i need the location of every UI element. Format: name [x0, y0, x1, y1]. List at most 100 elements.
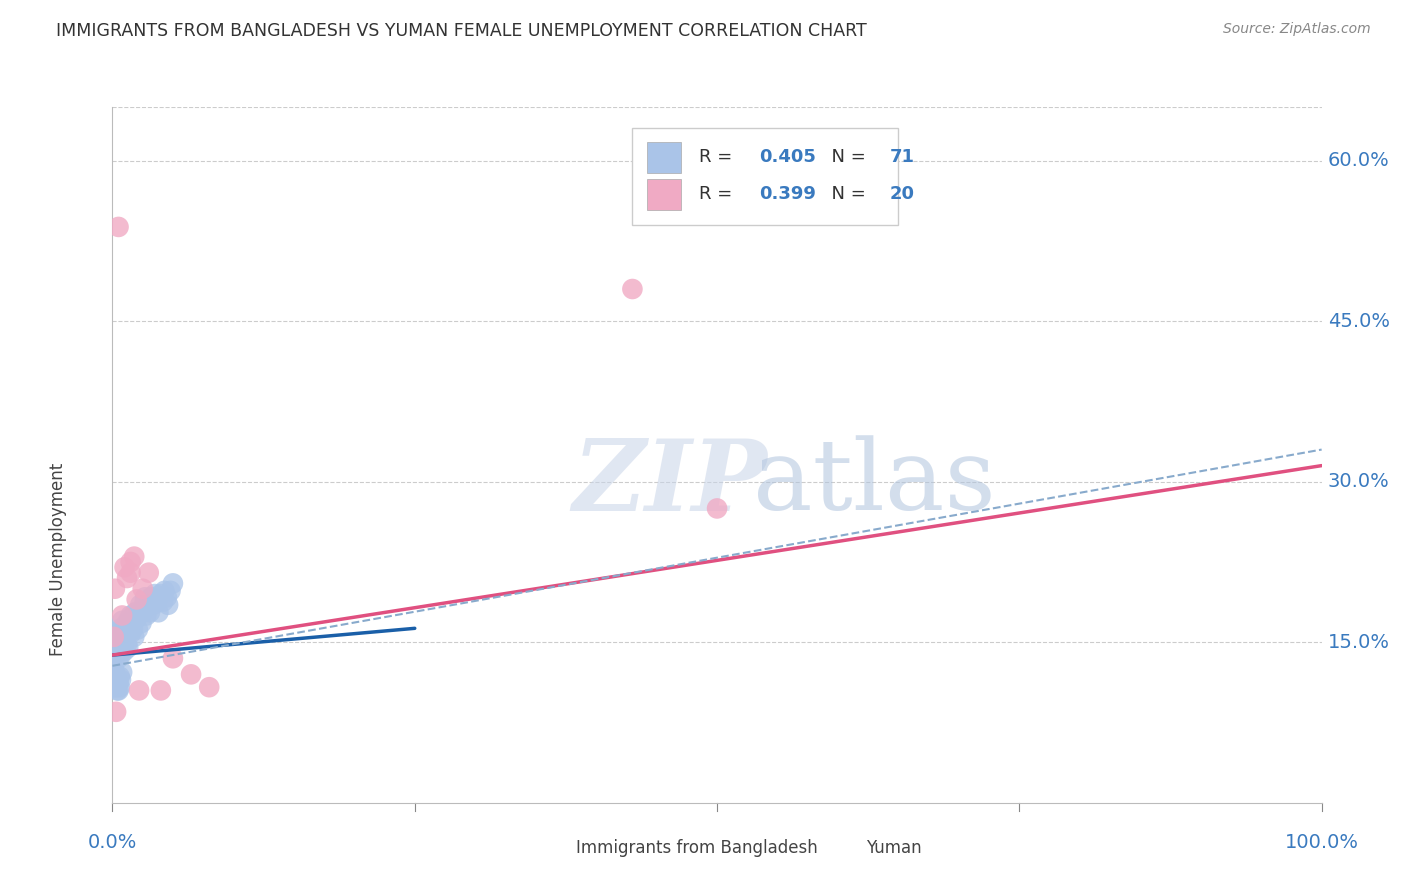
Point — [138, 566, 160, 580]
Text: 15.0%: 15.0% — [1327, 632, 1389, 652]
Point — [131, 615, 153, 630]
Point — [114, 630, 136, 644]
Point — [141, 591, 163, 605]
Point — [152, 594, 174, 608]
Text: 0.399: 0.399 — [759, 186, 817, 203]
Point — [117, 626, 139, 640]
Point — [115, 615, 138, 630]
Point — [107, 651, 129, 665]
Point — [105, 673, 128, 687]
Text: IMMIGRANTS FROM BANGLADESH VS YUMAN FEMALE UNEMPLOYMENT CORRELATION CHART: IMMIGRANTS FROM BANGLADESH VS YUMAN FEMA… — [56, 22, 868, 40]
Point — [142, 598, 165, 612]
Point — [105, 705, 128, 719]
Text: 71: 71 — [890, 148, 915, 167]
Point — [157, 598, 180, 612]
Text: 0.405: 0.405 — [759, 148, 817, 167]
Point — [114, 560, 136, 574]
Point — [180, 667, 202, 681]
Point — [110, 621, 132, 635]
Point — [162, 651, 184, 665]
FancyBboxPatch shape — [647, 142, 681, 173]
Point — [121, 615, 143, 630]
Point — [124, 605, 146, 619]
Point — [111, 630, 134, 644]
Point — [149, 587, 172, 601]
Point — [108, 669, 131, 683]
Point — [128, 683, 150, 698]
Point — [706, 501, 728, 516]
Point — [103, 669, 125, 683]
Point — [138, 598, 160, 612]
Point — [104, 676, 127, 690]
Point — [108, 644, 131, 658]
Point — [118, 612, 141, 626]
Point — [107, 219, 129, 234]
Point — [156, 591, 179, 605]
Point — [104, 665, 127, 680]
Point — [107, 683, 129, 698]
Point — [104, 635, 127, 649]
Point — [159, 583, 181, 598]
Point — [132, 605, 155, 619]
Text: Yuman: Yuman — [866, 839, 921, 857]
Point — [128, 605, 150, 619]
Point — [114, 632, 136, 646]
Point — [111, 614, 134, 628]
Point — [149, 683, 172, 698]
Point — [105, 640, 128, 655]
Point — [122, 549, 145, 564]
Point — [111, 665, 134, 680]
Text: Immigrants from Bangladesh: Immigrants from Bangladesh — [575, 839, 817, 857]
Point — [120, 566, 142, 580]
Point — [115, 571, 138, 585]
Point — [110, 648, 132, 662]
Point — [162, 576, 184, 591]
Point — [107, 676, 129, 690]
Text: 30.0%: 30.0% — [1327, 472, 1389, 491]
Point — [125, 612, 148, 626]
Text: Source: ZipAtlas.com: Source: ZipAtlas.com — [1223, 22, 1371, 37]
Point — [115, 637, 138, 651]
Point — [198, 680, 221, 694]
Text: atlas: atlas — [754, 435, 995, 531]
FancyBboxPatch shape — [647, 178, 681, 210]
Text: N =: N = — [820, 186, 872, 203]
Point — [107, 637, 129, 651]
Text: 60.0%: 60.0% — [1327, 151, 1389, 170]
Point — [120, 555, 142, 569]
Point — [114, 623, 136, 637]
Point — [105, 683, 128, 698]
Point — [105, 680, 128, 694]
Point — [105, 669, 128, 683]
Point — [111, 608, 134, 623]
Point — [139, 605, 162, 619]
Text: ZIP: ZIP — [572, 434, 766, 531]
Point — [120, 626, 142, 640]
Point — [108, 680, 131, 694]
Text: 20: 20 — [890, 186, 915, 203]
Point — [134, 591, 156, 605]
Point — [143, 587, 166, 601]
Point — [114, 644, 136, 658]
FancyBboxPatch shape — [633, 128, 898, 226]
Point — [148, 605, 170, 619]
Point — [112, 637, 135, 651]
Text: 0.0%: 0.0% — [87, 833, 138, 852]
Point — [104, 582, 127, 596]
Text: 100.0%: 100.0% — [1285, 833, 1358, 852]
Point — [132, 582, 155, 596]
Text: N =: N = — [820, 148, 872, 167]
Text: Female Unemployment: Female Unemployment — [49, 463, 67, 656]
Point — [105, 630, 128, 644]
Point — [112, 624, 135, 639]
Point — [122, 630, 145, 644]
Point — [118, 623, 141, 637]
Point — [105, 646, 128, 660]
Point — [110, 633, 132, 648]
Point — [125, 592, 148, 607]
Point — [117, 640, 139, 655]
Point — [127, 623, 149, 637]
Point — [111, 640, 134, 655]
Point — [103, 662, 125, 676]
FancyBboxPatch shape — [536, 834, 565, 862]
